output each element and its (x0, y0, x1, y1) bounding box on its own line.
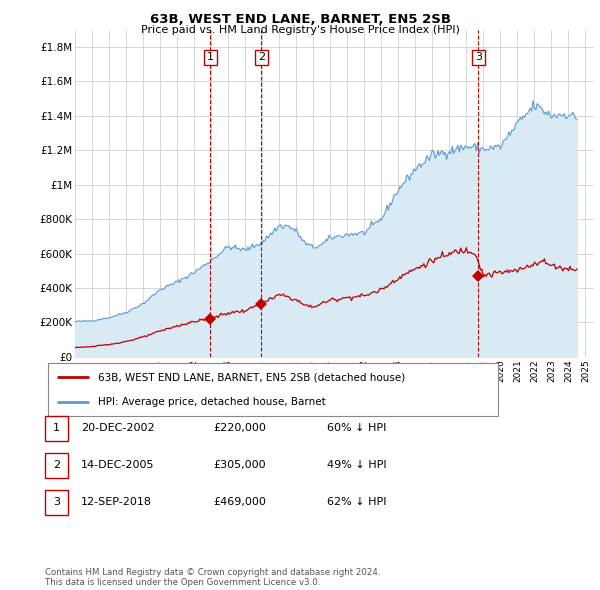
Text: £220,000: £220,000 (213, 423, 266, 432)
FancyBboxPatch shape (48, 363, 498, 416)
Text: 63B, WEST END LANE, BARNET, EN5 2SB: 63B, WEST END LANE, BARNET, EN5 2SB (149, 13, 451, 26)
Text: 63B, WEST END LANE, BARNET, EN5 2SB (detached house): 63B, WEST END LANE, BARNET, EN5 2SB (det… (97, 372, 405, 382)
Text: 14-DEC-2005: 14-DEC-2005 (81, 460, 155, 470)
Text: 1: 1 (53, 423, 60, 432)
Text: 62% ↓ HPI: 62% ↓ HPI (327, 497, 386, 507)
Text: 3: 3 (53, 497, 60, 507)
Text: 20-DEC-2002: 20-DEC-2002 (81, 423, 155, 432)
Text: 1: 1 (207, 53, 214, 63)
Text: 49% ↓ HPI: 49% ↓ HPI (327, 460, 386, 470)
Text: 3: 3 (475, 53, 482, 63)
Text: 2: 2 (53, 460, 60, 470)
Text: HPI: Average price, detached house, Barnet: HPI: Average price, detached house, Barn… (97, 396, 325, 407)
Text: Contains HM Land Registry data © Crown copyright and database right 2024.
This d: Contains HM Land Registry data © Crown c… (45, 568, 380, 587)
Text: £305,000: £305,000 (213, 460, 266, 470)
Text: Price paid vs. HM Land Registry's House Price Index (HPI): Price paid vs. HM Land Registry's House … (140, 25, 460, 35)
Text: 2: 2 (258, 53, 265, 63)
Text: £469,000: £469,000 (213, 497, 266, 507)
Text: 12-SEP-2018: 12-SEP-2018 (81, 497, 152, 507)
Text: 60% ↓ HPI: 60% ↓ HPI (327, 423, 386, 432)
